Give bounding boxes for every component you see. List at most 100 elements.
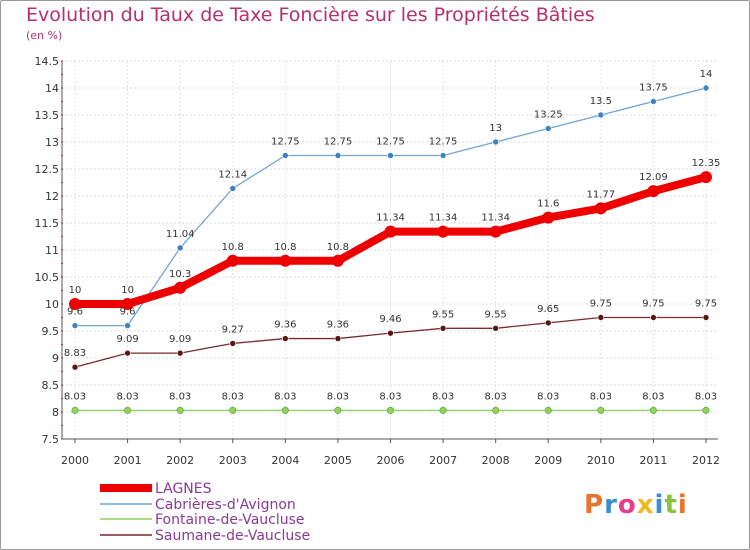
y-tick-label: 10 bbox=[45, 298, 59, 311]
y-tick-label: 12 bbox=[45, 190, 59, 203]
data-label: 12.75 bbox=[376, 137, 405, 148]
data-label: 11.34 bbox=[376, 213, 405, 224]
x-tick-label: 2005 bbox=[324, 454, 352, 467]
data-point bbox=[492, 406, 500, 414]
data-label: 13 bbox=[489, 123, 502, 134]
x-tick-label: 2004 bbox=[271, 454, 299, 467]
data-label: 11.04 bbox=[166, 229, 195, 240]
x-tick-label: 2008 bbox=[482, 454, 510, 467]
x-tick-label: 2012 bbox=[692, 454, 720, 467]
data-point bbox=[176, 349, 184, 357]
data-label: 8.03 bbox=[695, 391, 717, 402]
data-point bbox=[124, 349, 131, 357]
data-label: 8.03 bbox=[590, 391, 612, 402]
y-tick-label: 7.5 bbox=[42, 433, 60, 446]
data-label: 8.03 bbox=[432, 391, 454, 402]
data-point bbox=[282, 152, 289, 159]
y-tick-label: 10.5 bbox=[35, 271, 60, 284]
data-label: 9.27 bbox=[222, 324, 244, 335]
logo-letter: i bbox=[677, 490, 688, 520]
data-point bbox=[650, 314, 657, 321]
data-label: 9.36 bbox=[274, 320, 296, 331]
data-point bbox=[334, 152, 342, 159]
series-group bbox=[69, 84, 712, 414]
x-tick-label: 2003 bbox=[219, 454, 247, 467]
data-point bbox=[597, 314, 605, 321]
data-label: 9.55 bbox=[432, 309, 454, 320]
data-point bbox=[702, 84, 710, 92]
data-point bbox=[649, 406, 657, 414]
data-label: 8.03 bbox=[485, 391, 507, 402]
data-label: 8.03 bbox=[642, 391, 664, 402]
unit-label: (en %) bbox=[26, 29, 63, 42]
logo-letter: o bbox=[617, 490, 637, 520]
y-tick-label: 8 bbox=[52, 406, 59, 419]
data-point bbox=[281, 406, 289, 414]
legend-label: LAGNES bbox=[155, 481, 212, 497]
data-point bbox=[124, 322, 131, 329]
data-point bbox=[492, 324, 499, 332]
data-label: 11.6 bbox=[537, 199, 559, 210]
logo-letter: P bbox=[584, 490, 605, 520]
y-tick-label: 14.5 bbox=[35, 55, 60, 68]
data-point bbox=[594, 202, 607, 215]
x-tick-label: 2002 bbox=[166, 454, 194, 467]
data-point bbox=[71, 363, 79, 371]
data-label: 8.03 bbox=[222, 391, 244, 402]
data-label: 8.03 bbox=[379, 391, 401, 402]
data-point bbox=[384, 225, 397, 238]
data-point bbox=[121, 298, 134, 310]
data-point bbox=[279, 254, 292, 267]
logo-letter: t bbox=[664, 490, 678, 520]
data-point bbox=[176, 406, 184, 414]
data-point bbox=[492, 138, 499, 146]
data-point bbox=[544, 319, 552, 327]
data-label: 10.3 bbox=[169, 269, 191, 280]
data-point bbox=[176, 244, 184, 252]
legend-label: Fontaine-de-Vaucluse bbox=[155, 512, 305, 528]
data-label: 9.36 bbox=[327, 320, 349, 331]
data-label: 11.77 bbox=[587, 189, 616, 200]
y-tick-label: 13.5 bbox=[35, 109, 60, 122]
x-tick-label: 2006 bbox=[377, 454, 405, 467]
data-label: 13.5 bbox=[590, 96, 612, 107]
x-tick-label: 2010 bbox=[587, 454, 615, 467]
data-point bbox=[331, 254, 344, 267]
data-point bbox=[650, 98, 657, 105]
data-label: 8.03 bbox=[64, 391, 86, 402]
data-label: 12.09 bbox=[639, 172, 668, 183]
data-label: 9.75 bbox=[642, 299, 664, 310]
data-point bbox=[544, 125, 552, 132]
data-point bbox=[69, 298, 81, 310]
y-tick-label: 11 bbox=[45, 244, 59, 257]
x-tick-label: 2000 bbox=[61, 454, 89, 467]
data-point bbox=[387, 329, 394, 337]
data-label: 9.75 bbox=[590, 299, 612, 310]
data-label: 9.65 bbox=[537, 304, 559, 315]
y-tick-label: 12.5 bbox=[35, 163, 60, 176]
data-point bbox=[229, 185, 237, 192]
data-label: 9.09 bbox=[169, 334, 191, 345]
data-label: 8.83 bbox=[64, 348, 86, 359]
y-tick-label: 9.5 bbox=[42, 325, 60, 338]
data-label: 8.03 bbox=[537, 391, 559, 402]
data-point bbox=[489, 225, 502, 238]
data-label: 8.03 bbox=[169, 391, 191, 402]
data-point bbox=[124, 406, 132, 414]
data-label: 12.14 bbox=[218, 169, 247, 180]
data-label: 10 bbox=[121, 285, 134, 296]
data-point bbox=[597, 111, 605, 119]
data-label: 12.35 bbox=[692, 158, 721, 169]
data-point bbox=[700, 171, 712, 184]
legend-label: Cabrières-d'Avignon bbox=[155, 497, 296, 513]
y-tick-label: 9 bbox=[52, 352, 59, 365]
data-point bbox=[334, 406, 342, 414]
data-point bbox=[71, 406, 79, 414]
data-point bbox=[282, 335, 289, 342]
y-tick-label: 11.5 bbox=[35, 217, 60, 230]
data-label: 11.34 bbox=[429, 213, 458, 224]
legend-label: Saumane-de-Vaucluse bbox=[155, 528, 310, 544]
axes: 7.5 8 8.5 9 9.5 10 10.5 11 11.5 12 12.5 13 13.5 14 14.… bbox=[35, 55, 721, 467]
data-point bbox=[597, 406, 605, 414]
